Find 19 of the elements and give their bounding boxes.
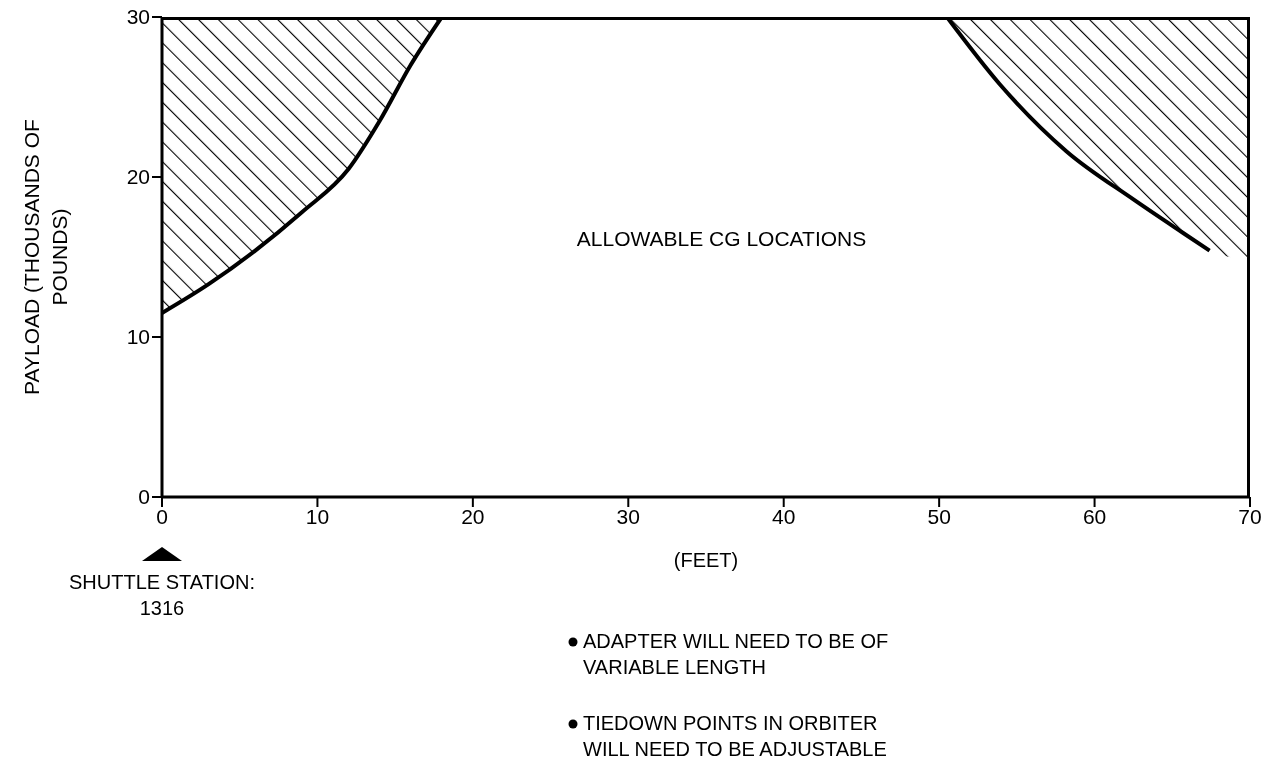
line-series (944, 17, 1212, 253)
x-axis-title: (FEET) (672, 549, 740, 572)
y-tick-label: 10 (126, 325, 150, 349)
x-tick-label: 40 (772, 504, 796, 528)
x-tick-label: 30 (616, 504, 640, 528)
annotation: ALLOWABLE CG LOCATIONS (575, 227, 868, 251)
x-tick-label: 0 (156, 504, 168, 528)
x-tick-label: 70 (1238, 504, 1262, 528)
x-tick-label: 20 (461, 504, 485, 528)
text: SHUTTLE STATION: 1316 (68, 570, 256, 621)
x-tick-label: 60 (1082, 504, 1107, 528)
x-tick-label: 50 (927, 504, 951, 528)
x-tick-label: 10 (305, 504, 330, 528)
y-axis-title: PAYLOAD (THOUSANDS OF POUNDS) (19, 118, 72, 397)
y-tick-label: 20 (126, 165, 150, 189)
y-tick-label: 0 (138, 485, 150, 509)
text: ADAPTER WILL NEED TO BE OF VARIABLE LENGTH (583, 629, 890, 680)
text: TIEDOWN POINTS IN ORBITER WILL NEED TO BE ADJUSTABLE (583, 711, 888, 762)
y-tick-label: 30 (126, 5, 150, 29)
